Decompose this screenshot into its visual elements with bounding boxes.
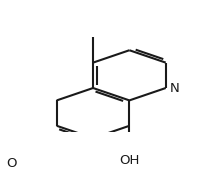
Text: N: N (170, 82, 179, 95)
Text: O: O (7, 157, 17, 170)
Text: OH: OH (119, 154, 140, 167)
